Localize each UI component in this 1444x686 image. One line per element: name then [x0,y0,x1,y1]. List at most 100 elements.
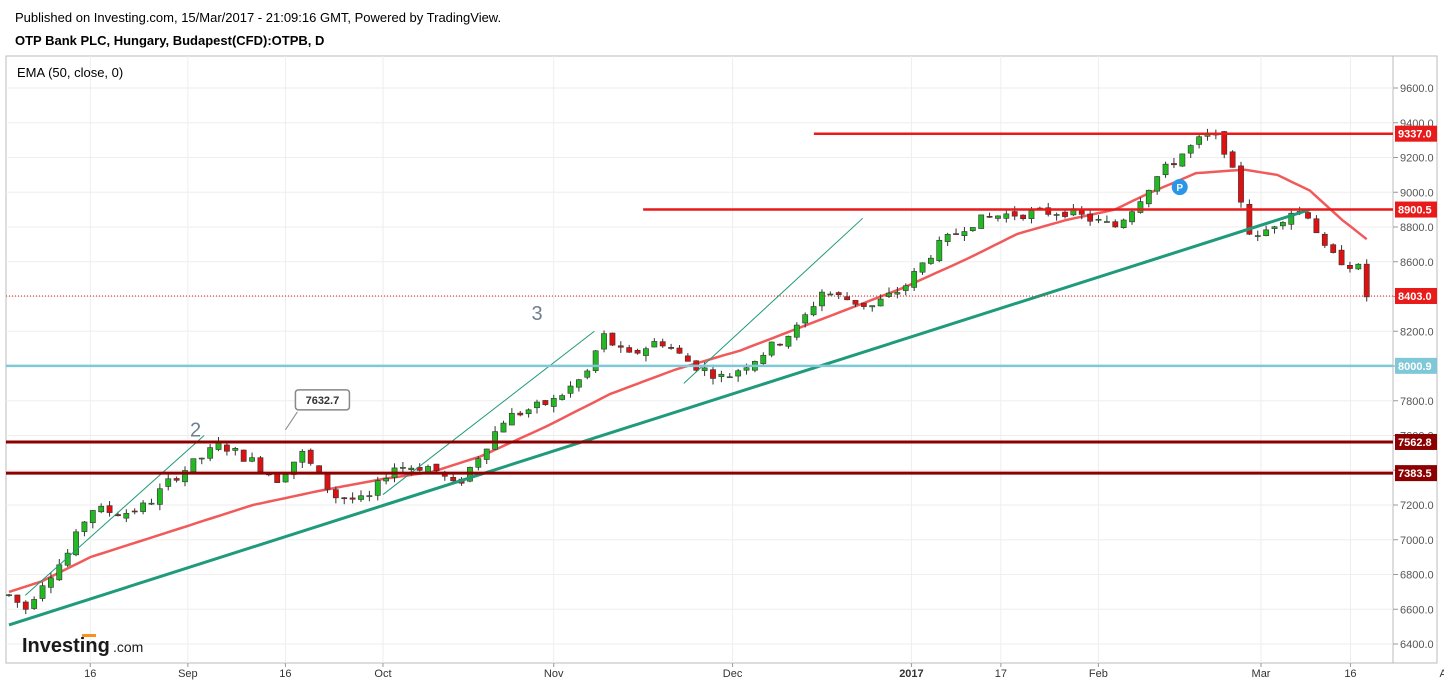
price-label-box [1395,433,1437,450]
candle-up [1179,153,1186,167]
candle-up [525,409,532,415]
time-tick-label: 17 [995,668,1007,680]
candle-up [1254,235,1261,237]
candle-up [1137,201,1144,213]
price-tick-label: 7200.0 [1400,500,1434,512]
candle-down [1221,131,1228,155]
candle-up [592,350,599,371]
candle-down [433,463,440,471]
candle-up [190,458,197,473]
candle-up [1355,263,1362,270]
time-tick-label: Oct [374,668,391,680]
candle-down [517,412,524,416]
candle-down [106,505,113,513]
price-tick-label: 6600.0 [1400,604,1434,616]
channel-line [24,435,205,596]
candle-up [584,370,591,378]
candle-down [609,332,616,346]
candle-up [400,467,406,469]
candle-up [249,457,255,462]
candle-up [726,376,733,379]
candle-up [408,467,415,470]
candle-down [1238,165,1244,203]
candle-up [165,478,172,487]
drawn-lines [6,132,1393,627]
candle-up [601,333,607,350]
candle-down [1313,218,1320,234]
candle-up [215,442,222,450]
candle-down [1330,244,1337,253]
candle-up [123,513,130,519]
time-tick-label: 16 [84,668,96,680]
candle-up [735,370,742,377]
candle-up [877,298,884,307]
candle-up [475,458,482,468]
candle-up [869,305,876,308]
candle-up [1120,219,1127,229]
candle-up [1162,163,1169,176]
candle-up [1196,136,1202,145]
candle-up [768,341,775,356]
time-tick-label: Sep [178,668,198,680]
price-label: 7562.8 [1398,437,1432,449]
callout-text: 7632.7 [306,395,340,407]
price-label-box [1395,201,1437,218]
candle-up [1129,211,1135,223]
candle-up [148,502,155,505]
channel-line [683,217,863,384]
grid [6,56,1393,663]
candle-down [349,497,356,500]
candle-down [953,233,959,235]
price-label: 9337.0 [1398,129,1432,141]
candle-down [1347,264,1353,269]
candle-up [534,401,540,409]
candle-up [500,422,507,433]
indicator-label: EMA (50, close, 0) [17,65,124,80]
price-tick-label: 7800.0 [1400,396,1434,408]
instrument-title: OTP Bank PLC, Hungary, Budapest(CFD):OTP… [15,33,325,48]
candle-down [1338,249,1345,266]
wave-label: 3 [531,303,542,325]
candle-down [450,477,457,482]
price-label-box [1395,125,1437,142]
candle-up [1053,214,1060,216]
price-tick-label: 9200.0 [1400,153,1434,165]
candle-down [860,302,867,307]
candle-up [198,457,205,460]
candle-up [1003,213,1010,219]
candle-up [1271,226,1278,229]
price-tick-label: 9600.0 [1400,83,1434,95]
annotations: 2 3 7632.7 P [190,179,1188,441]
time-tick-label: 2017 [899,668,923,680]
logo-accent [82,634,96,637]
candle-up [1187,145,1194,154]
candle-up [819,291,825,307]
price-tick-label: 8600.0 [1400,257,1434,269]
candle-up [743,367,750,371]
candle-down [1011,211,1018,217]
candle-down [710,369,716,379]
price-tick-label: 9000.0 [1400,187,1434,199]
ema-path [8,168,1368,594]
logo-suffix: .com [113,639,143,655]
candle-up [366,495,373,497]
candle-up [567,385,574,394]
candle-up [576,379,582,388]
price-label: 8403.0 [1398,291,1432,303]
candle-down [634,349,641,354]
candle-down [684,355,691,362]
candle-up [643,348,649,356]
published-line: Published on Investing.com, 15/Mar/2017 … [15,10,502,25]
time-tick-label: Nov [544,668,564,680]
candle-up [886,292,892,297]
candle-down [341,497,348,500]
candle-up [508,412,515,426]
price-label: 7383.5 [1398,468,1432,480]
candle-up [492,431,498,450]
candle-down [224,444,230,452]
trendline [8,208,1311,627]
candle-up [1154,176,1161,192]
candle-down [257,457,264,472]
candle-up [978,214,985,229]
